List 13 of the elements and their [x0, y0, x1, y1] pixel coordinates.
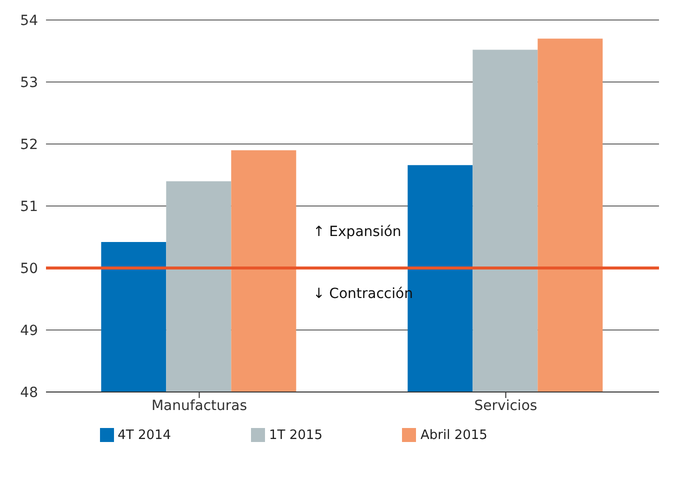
y-tick-label: 50 [20, 260, 38, 277]
y-tick-label: 54 [20, 12, 38, 29]
y-tick-label: 48 [20, 384, 38, 401]
y-tick-label: 51 [20, 198, 38, 215]
annotation: ↑ Expansión [313, 224, 402, 240]
x-tick-label: Servicios [474, 398, 538, 414]
y-tick-label: 49 [20, 322, 38, 339]
legend-label: 1T 2015 [269, 428, 322, 443]
legend-label: 4T 2014 [118, 428, 172, 443]
x-tick-label: Manufacturas [151, 398, 248, 414]
legend-label: Abril 2015 [420, 428, 488, 443]
y-tick-label: 53 [20, 74, 38, 91]
y-tick-label: 52 [20, 136, 38, 153]
